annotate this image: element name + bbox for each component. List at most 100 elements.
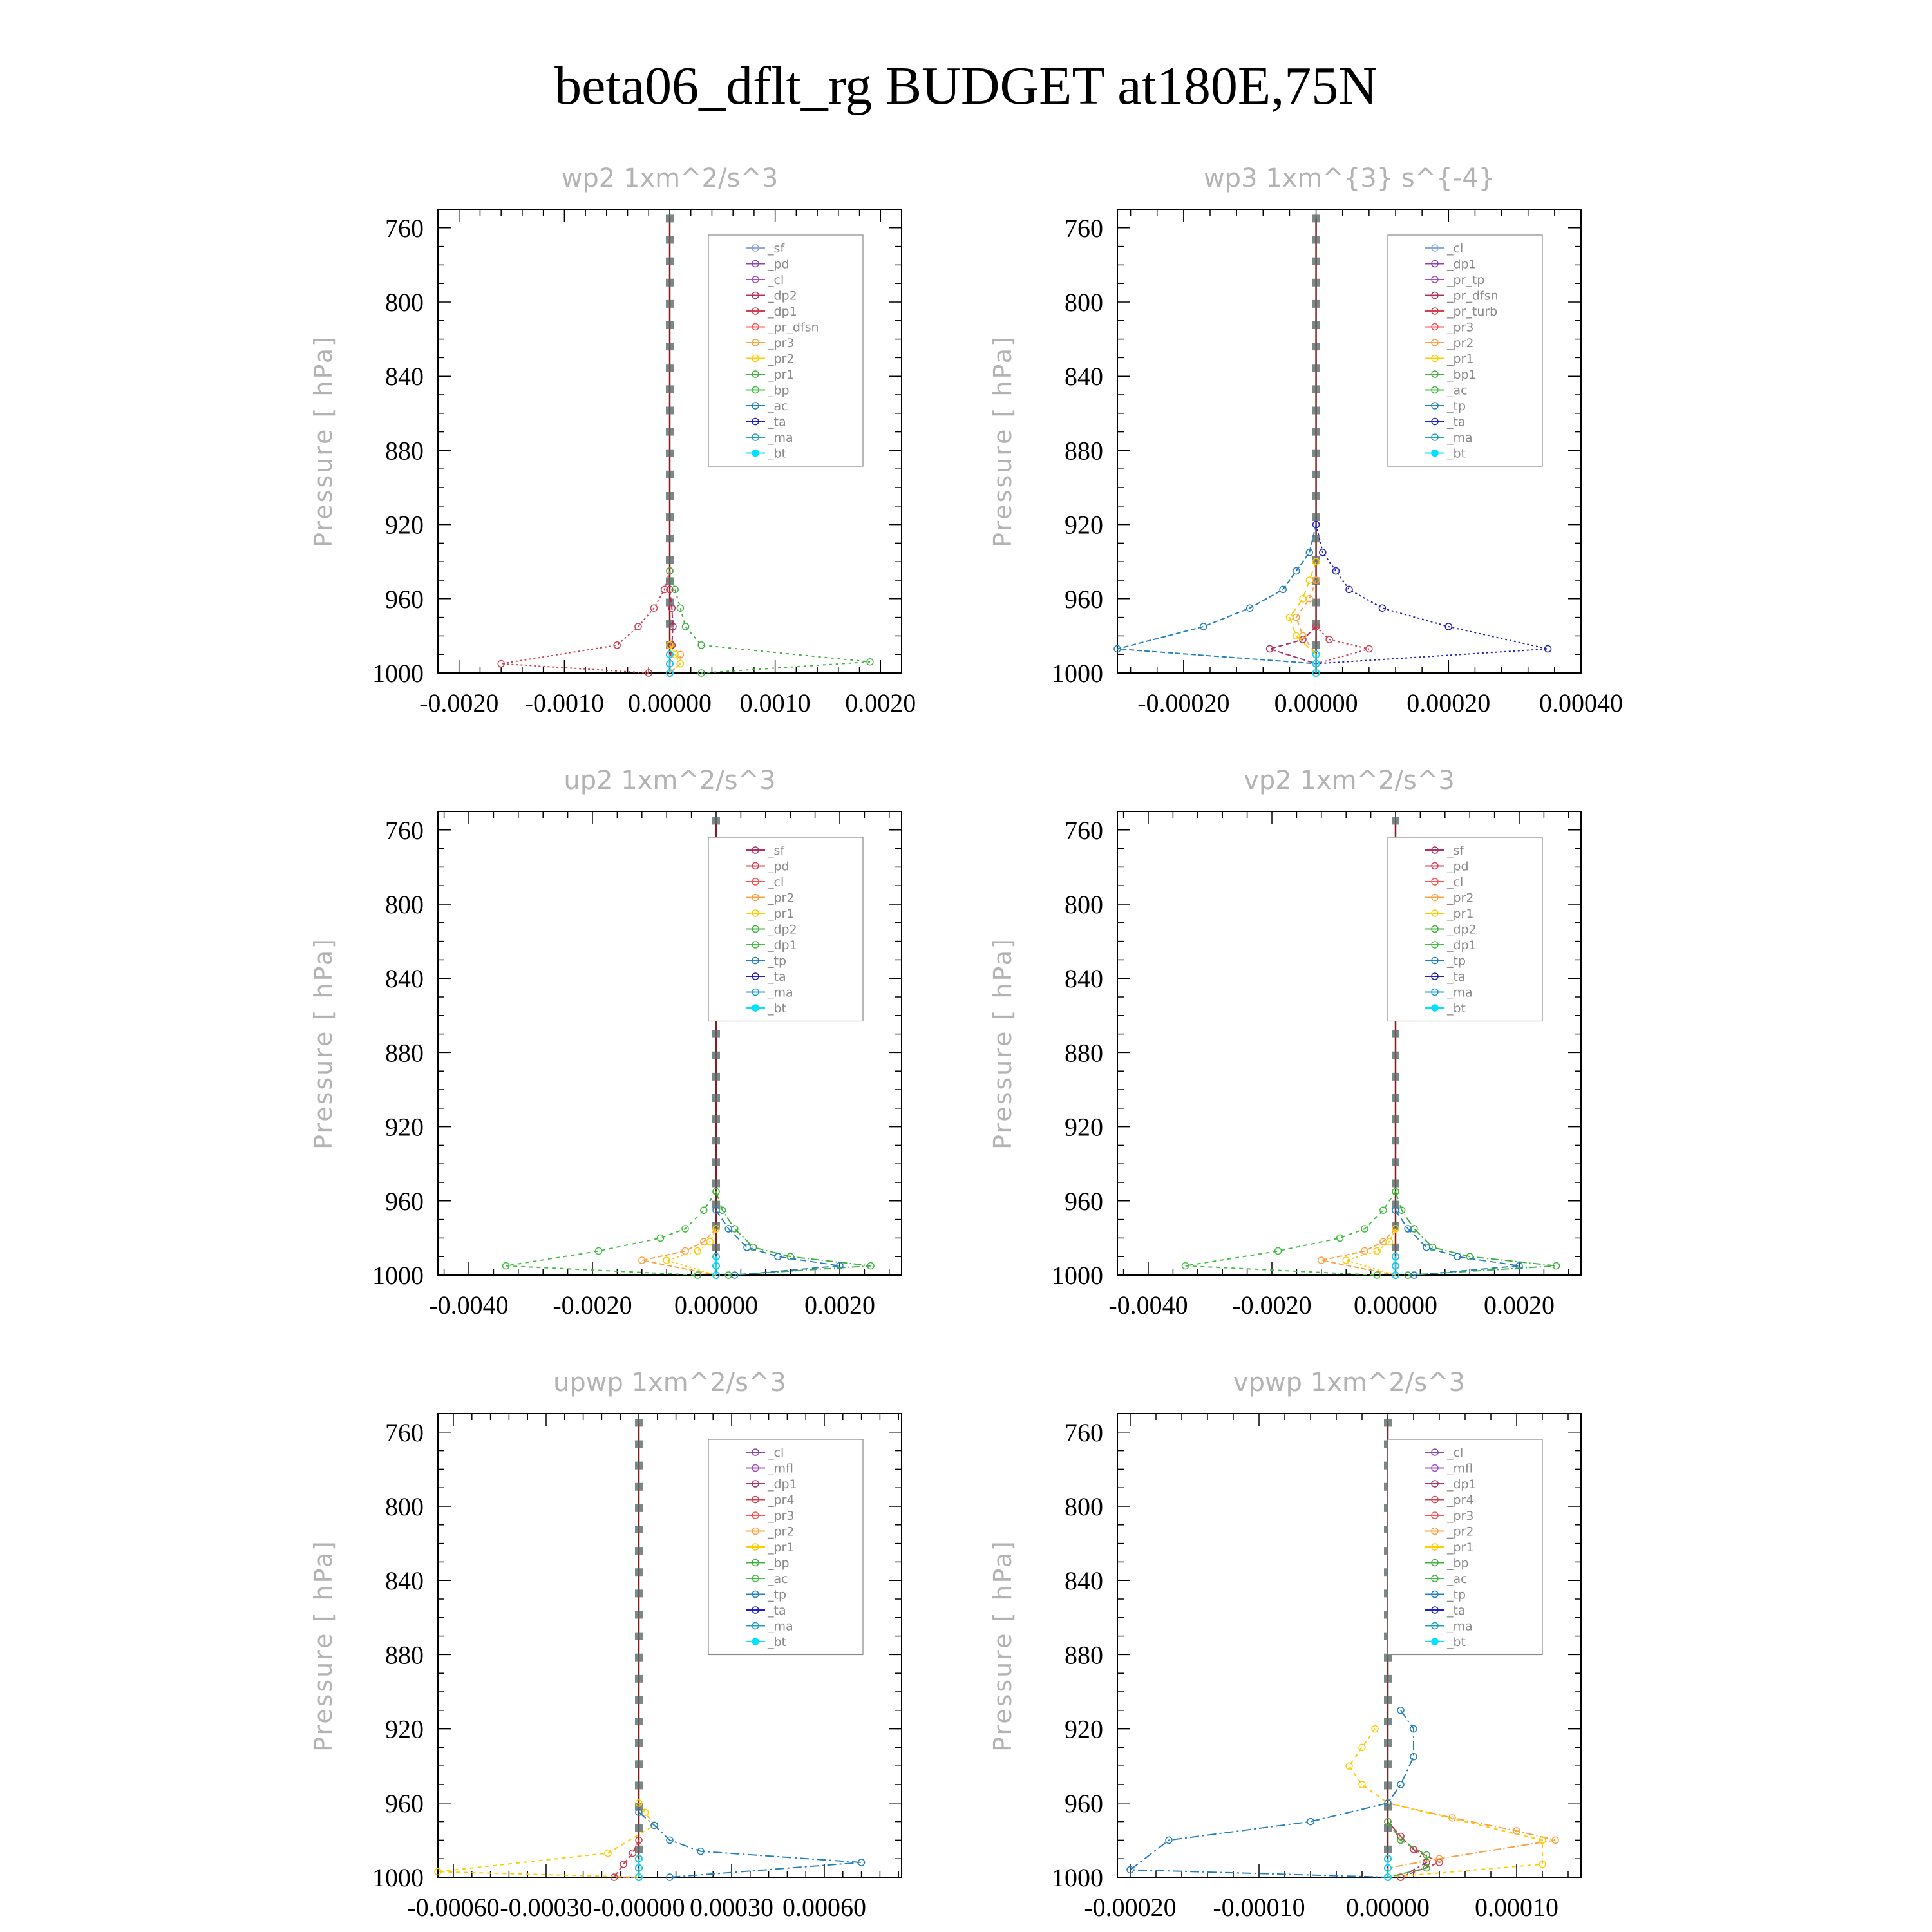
x-tick-label: -0.00010 bbox=[1213, 1893, 1305, 1922]
x-tick-label: -0.0020 bbox=[553, 1291, 632, 1320]
legend-label: _sf bbox=[1446, 844, 1464, 858]
legend-marker bbox=[752, 988, 759, 996]
x-tick-label: -0.00000 bbox=[592, 1893, 685, 1922]
x-tick-label: -0.00060 bbox=[407, 1893, 499, 1922]
data-point bbox=[1285, 613, 1294, 621]
data-point bbox=[1392, 1206, 1399, 1214]
legend-marker bbox=[1431, 972, 1439, 980]
legend-label: _ta bbox=[767, 970, 786, 984]
zero-profile-marker bbox=[635, 1482, 643, 1491]
legend-label: _pr3 bbox=[1446, 321, 1473, 335]
zero-profile-marker bbox=[666, 236, 674, 244]
plot-frame bbox=[1117, 209, 1582, 674]
data-point bbox=[1312, 520, 1320, 529]
zero-profile-marker bbox=[666, 299, 674, 308]
zero-profile-marker bbox=[712, 1094, 720, 1102]
data-point bbox=[1181, 1262, 1189, 1270]
data-point bbox=[786, 1253, 794, 1260]
zero-profile-marker bbox=[1384, 1674, 1392, 1683]
data-point bbox=[629, 1849, 637, 1857]
data-point bbox=[694, 1271, 701, 1279]
panel-1: wp3 1xm^{3} s^{-4} Pressure [ hPa] 760 800 8… bbox=[989, 164, 1623, 717]
zero-profile-marker bbox=[1312, 491, 1320, 500]
y-tick-label: 880 bbox=[385, 1038, 424, 1067]
y-tick-label: 840 bbox=[385, 964, 424, 993]
zero-profile-marker bbox=[1392, 1094, 1399, 1102]
y-axis-label: Pressure [ hPa] bbox=[309, 1539, 337, 1752]
legend-marker bbox=[1431, 846, 1439, 854]
data-point bbox=[650, 1821, 658, 1830]
data-point bbox=[1423, 1864, 1430, 1872]
legend-marker bbox=[752, 846, 759, 854]
data-point bbox=[706, 1238, 714, 1245]
zero-profile-marker bbox=[712, 1243, 720, 1251]
y-tick-label: 880 bbox=[1065, 1640, 1103, 1669]
series-line-dp2 bbox=[715, 1191, 871, 1276]
legend-marker bbox=[1431, 1543, 1439, 1551]
data-point bbox=[697, 669, 705, 677]
x-tick-label: -0.0040 bbox=[1108, 1291, 1188, 1320]
zero-profile-marker bbox=[712, 1137, 720, 1145]
legend-label: _pr2 bbox=[767, 891, 794, 905]
y-tick-label: 840 bbox=[385, 1566, 424, 1595]
y-axis-label: Pressure [ hPa] bbox=[989, 937, 1017, 1150]
series-line-pr4 bbox=[612, 1839, 639, 1878]
y-tick-label: 800 bbox=[385, 890, 424, 919]
data-point bbox=[724, 1225, 732, 1233]
legend-marker bbox=[1431, 1638, 1439, 1645]
legend-label: _pr_dfsn bbox=[767, 321, 819, 335]
legend-marker bbox=[1431, 276, 1439, 283]
zero-profile-marker bbox=[1384, 1845, 1392, 1853]
panel-5: vpwp 1xm^2/s^3 Pressure [ hPa] 760 800 840 88… bbox=[989, 1368, 1582, 1922]
zero-profile-marker bbox=[666, 620, 674, 628]
series-line-dp2 bbox=[1395, 1191, 1557, 1276]
y-tick-label: 760 bbox=[1065, 816, 1103, 845]
legend-label: _ac bbox=[1446, 1572, 1468, 1586]
data-point bbox=[1312, 659, 1320, 668]
panel-0: wp2 1xm^2/s^3 Pressure [ hPa] 760 800 840 880… bbox=[309, 164, 916, 717]
panel-title: up2 1xm^2/s^3 bbox=[564, 766, 775, 795]
y-tick-label: 1000 bbox=[1052, 1261, 1103, 1290]
y-tick-label: 960 bbox=[1065, 1187, 1103, 1216]
data-point bbox=[1384, 1873, 1392, 1881]
x-tick-label: 0.0020 bbox=[804, 1291, 875, 1320]
y-tick-label: 800 bbox=[385, 1492, 424, 1521]
y-tick-label: 1000 bbox=[372, 1863, 424, 1892]
legend-label: _cl bbox=[767, 273, 784, 287]
legend-label: _pr1 bbox=[767, 1540, 794, 1555]
data-point bbox=[1199, 623, 1208, 630]
data-point bbox=[666, 1836, 674, 1844]
zero-profile-marker bbox=[635, 1653, 643, 1662]
data-point bbox=[1435, 1855, 1443, 1862]
data-point bbox=[645, 669, 653, 677]
zero-profile-marker bbox=[1312, 236, 1320, 244]
panel-3: vp2 1xm^2/s^3 Pressure [ hPa] 760 800 840 880… bbox=[989, 766, 1582, 1320]
data-point bbox=[731, 1225, 739, 1233]
zero-profile-marker bbox=[1384, 1718, 1392, 1726]
legend-label: _ac bbox=[767, 399, 788, 413]
legend-label: _pr2 bbox=[767, 352, 794, 366]
legend-label: _tp bbox=[767, 1588, 786, 1602]
legend-marker bbox=[1431, 307, 1439, 315]
plot-frame bbox=[437, 1413, 902, 1878]
legend-label: _bt bbox=[767, 1001, 786, 1016]
y-tick-label: 920 bbox=[1065, 511, 1103, 540]
legend-marker bbox=[1431, 1004, 1439, 1012]
legend-label: _pr2 bbox=[1446, 336, 1473, 350]
legend-label: _ma bbox=[767, 431, 793, 445]
legend-marker bbox=[1431, 988, 1439, 996]
legend-marker bbox=[752, 276, 759, 283]
legend-label: _pd bbox=[767, 860, 790, 874]
legend-marker bbox=[752, 1575, 759, 1582]
legend-marker bbox=[1431, 1511, 1439, 1519]
legend-label: _pr1 bbox=[1446, 352, 1473, 366]
y-axis-label: Pressure [ hPa] bbox=[309, 937, 337, 1150]
legend-label: _dp1 bbox=[1446, 1477, 1477, 1492]
legend-label: _cl bbox=[767, 875, 784, 889]
x-tick-label: 0.00010 bbox=[1475, 1893, 1558, 1922]
legend-marker bbox=[1431, 862, 1439, 870]
zero-profile-marker bbox=[1384, 1824, 1392, 1832]
legend-label: _bp bbox=[767, 384, 790, 398]
data-point bbox=[1312, 623, 1320, 630]
legend-marker bbox=[752, 433, 759, 441]
